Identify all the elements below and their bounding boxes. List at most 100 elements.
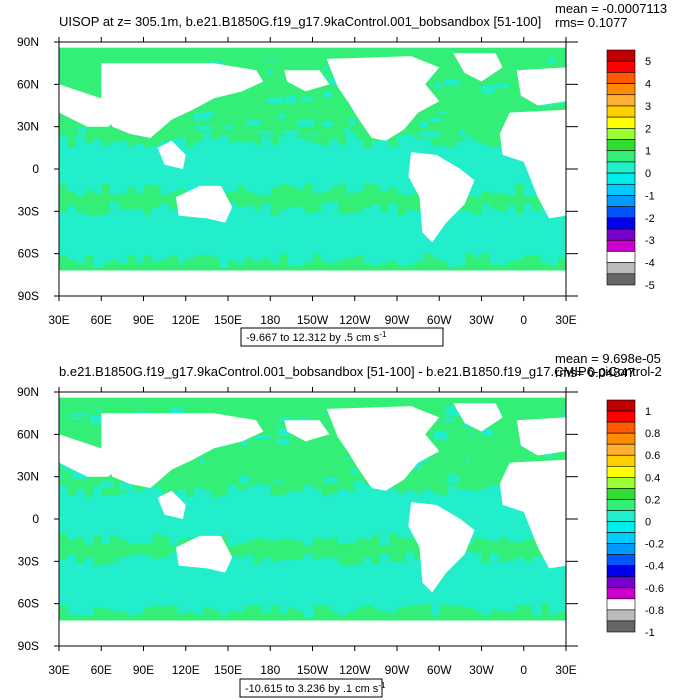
ocean-cyan-cell	[109, 562, 119, 612]
colorbar-swatch	[606, 510, 636, 522]
ocean-cyan-cell	[101, 146, 111, 185]
colorbar: 1 0.8 0.6 0.4 0.2 0 -0.2 -0.4 -0.6 -0.8 -1	[606, 399, 664, 639]
x-tick-label: 120W	[339, 313, 371, 327]
ocean-cyan-cell	[304, 485, 313, 545]
x-tick-label: 0	[520, 313, 527, 327]
ocean-cyan-cell	[92, 215, 102, 268]
colorbar-swatch	[606, 410, 636, 423]
ocean-cyan-cell	[473, 553, 482, 611]
ocean-cyan-cell	[270, 496, 280, 541]
ocean-cyan-cell	[267, 70, 272, 76]
ocean-cyan-cell	[481, 488, 491, 539]
x-tick-label: 150E	[214, 663, 242, 677]
ocean-cyan-cell	[118, 210, 128, 264]
ocean-cyan-cell	[371, 204, 381, 266]
ocean-cyan-cell	[443, 417, 454, 422]
x-tick-label: 0	[520, 663, 527, 677]
ocean-cyan-cell	[59, 560, 68, 606]
ocean-cyan-cell	[295, 491, 305, 542]
ocean-cyan-cell	[456, 554, 466, 606]
ocean-cyan-cell	[219, 556, 229, 617]
ocean-cyan-cell	[557, 214, 566, 259]
land-polygon	[453, 403, 503, 432]
ocean-cyan-cell	[202, 556, 212, 608]
colorbar-swatch	[606, 565, 636, 578]
land-polygon	[101, 413, 264, 488]
ocean-cyan-cell	[236, 490, 246, 544]
ocean-cyan-cell	[464, 136, 474, 196]
land-polygon	[59, 620, 566, 646]
ocean-cyan-cell	[492, 83, 509, 89]
ocean-cyan-cell	[278, 559, 288, 614]
ocean-cyan-cell	[562, 409, 566, 418]
x-tick-label: 30W	[469, 663, 494, 677]
ocean-cyan-cell	[244, 205, 254, 258]
colorbar-swatch	[606, 49, 636, 62]
ocean-cyan-cell	[236, 142, 246, 187]
ocean-cyan-cell	[380, 486, 390, 545]
ocean-cyan-cell	[151, 558, 161, 606]
land-polygon	[516, 417, 566, 456]
ocean-cyan-cell	[312, 211, 322, 255]
colorbar-label: -3	[645, 235, 655, 247]
colorbar-swatch	[606, 239, 636, 252]
ocean-cyan-cell	[515, 213, 525, 260]
colorbar-label: -1	[645, 627, 655, 639]
colorbar-label: -1	[645, 190, 655, 202]
ocean-cyan-cell	[481, 144, 491, 192]
colorbar-label: 4	[645, 79, 651, 91]
land-polygon	[408, 502, 475, 593]
land-polygon	[326, 56, 440, 141]
ocean-cyan-cell	[287, 135, 297, 186]
land-polygon	[499, 459, 566, 569]
ocean-cyan-cell	[540, 204, 550, 263]
ocean-cyan-cell	[100, 480, 115, 488]
y-tick-label: 60N	[17, 77, 39, 91]
ocean-cyan-cell	[312, 559, 322, 605]
ocean-cyan-cell	[464, 489, 474, 544]
ocean-cyan-cell	[473, 141, 482, 198]
ocean-cyan-cell	[261, 485, 271, 540]
colorbar-swatch	[606, 432, 636, 445]
ocean-cyan-cell	[185, 496, 195, 538]
stat-rms: rms= 0.1077	[555, 15, 628, 30]
ocean-cyan-cell	[160, 557, 170, 607]
stat-mean: mean = 9.698e-05	[555, 351, 661, 366]
ocean-cyan-cell	[94, 409, 103, 413]
ocean-cyan-cell	[270, 561, 280, 606]
ocean-cyan-cell	[434, 82, 442, 88]
y-tick-label: 0	[32, 512, 39, 526]
y-tick-label: 60N	[17, 427, 39, 441]
ocean-cyan-cell	[118, 140, 128, 194]
colorbar-label: 2	[645, 123, 651, 135]
colorbar-swatch	[606, 399, 636, 412]
x-tick-label: 30E	[555, 313, 576, 327]
ocean-cyan-cell	[266, 97, 283, 104]
chart-title: UISOP at z= 305.1m, b.e21.B1850G.f19_g17…	[59, 14, 541, 29]
ocean-cyan-cell	[444, 79, 460, 86]
ocean-cyan-cell	[59, 485, 68, 534]
ocean-cyan-cell	[320, 557, 330, 606]
y-tick-label: 60S	[18, 247, 39, 261]
ocean-cyan-cell	[185, 209, 195, 259]
ocean-cyan-cell	[481, 85, 495, 94]
y-tick-label: 90N	[17, 35, 39, 49]
ocean-cyan-cell	[506, 486, 516, 542]
range-label: -10.615 to 3.236 by .1 cm s-1	[245, 681, 386, 695]
ocean-cyan-cell	[320, 202, 330, 262]
ocean-cyan-cell	[90, 415, 108, 423]
ocean-cyan-cell	[506, 137, 516, 196]
land-polygon	[284, 420, 330, 442]
range-label: -9.667 to 12.312 by .5 cm s-1	[246, 330, 387, 344]
colorbar-swatch	[606, 554, 636, 567]
ocean-cyan-cell	[101, 564, 111, 609]
colorbar-swatch	[606, 172, 636, 185]
ocean-cyan-cell	[75, 135, 85, 196]
ocean-cyan-cell	[547, 58, 555, 64]
ocean-cyan-cell	[439, 209, 449, 261]
ocean-cyan-cell	[84, 496, 94, 545]
ocean-cyan-cell	[143, 214, 153, 256]
ocean-cyan-cell	[228, 142, 237, 191]
colorbar-swatch	[606, 465, 636, 478]
map-area	[59, 392, 566, 646]
